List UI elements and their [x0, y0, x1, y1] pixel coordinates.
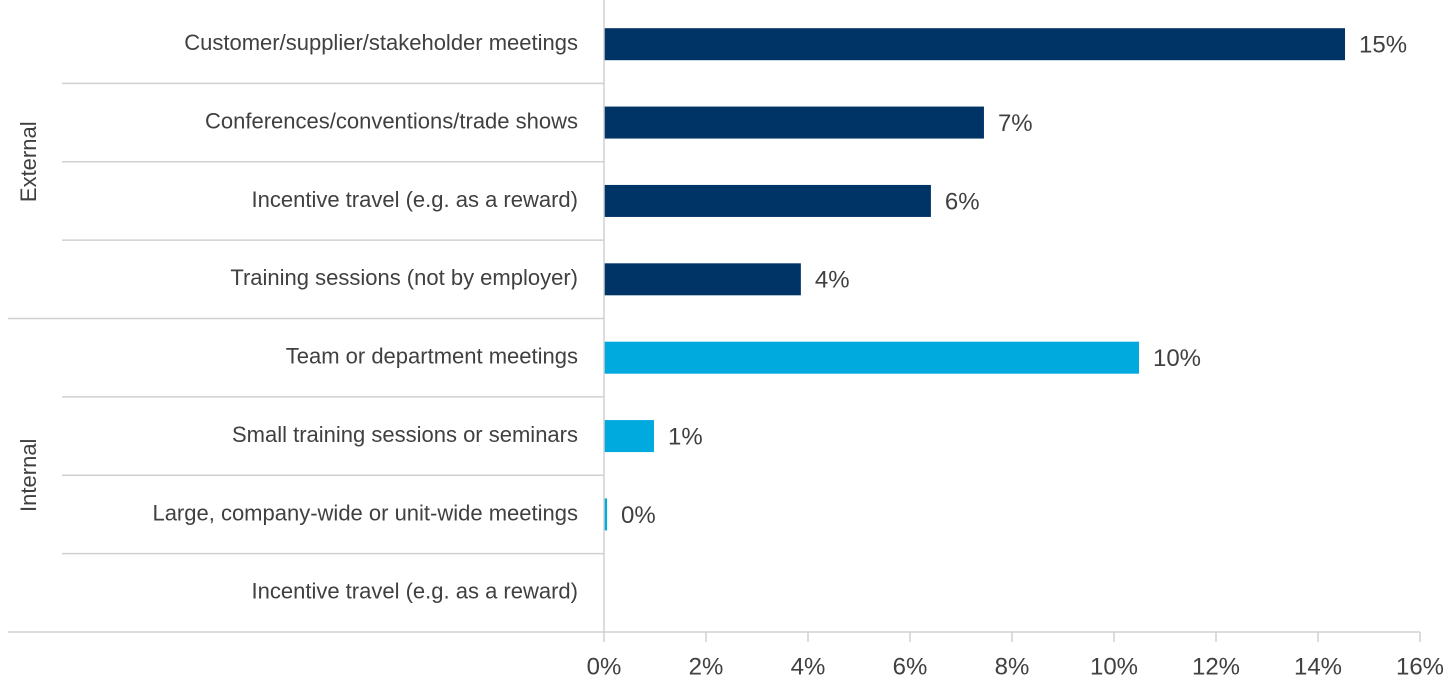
x-tick-label: 10%	[1090, 653, 1138, 680]
category-label: Incentive travel (e.g. as a reward)	[252, 187, 578, 212]
bar	[604, 420, 654, 453]
x-tick-label: 8%	[995, 653, 1030, 680]
bar	[604, 498, 608, 531]
x-tick-label: 0%	[587, 653, 622, 680]
category-label: Large, company-wide or unit-wide meeting…	[152, 500, 578, 525]
category-label: Small training sessions or seminars	[232, 422, 578, 447]
category-label: Customer/supplier/stakeholder meetings	[184, 30, 578, 55]
value-label: 7%	[998, 110, 1033, 137]
bar	[604, 184, 931, 217]
x-tick-label: 14%	[1294, 653, 1342, 680]
group-label: External	[16, 121, 41, 202]
group-label: Internal	[16, 439, 41, 512]
x-tick-label: 6%	[893, 653, 928, 680]
value-label: 1%	[668, 423, 703, 450]
value-label: 10%	[1153, 345, 1201, 372]
bar	[604, 28, 1346, 61]
value-label: 15%	[1359, 32, 1407, 59]
bar	[604, 263, 801, 296]
category-label: Incentive travel (e.g. as a reward)	[252, 579, 578, 604]
bar	[604, 106, 984, 139]
value-label: 4%	[815, 267, 850, 294]
x-tick-label: 12%	[1192, 653, 1240, 680]
category-label: Team or department meetings	[286, 344, 578, 369]
x-tick-label: 4%	[791, 653, 826, 680]
category-label: Conferences/conventions/trade shows	[205, 108, 578, 133]
value-label: 6%	[945, 188, 980, 215]
value-label: 0%	[621, 502, 656, 529]
bar	[604, 341, 1139, 374]
category-label: Training sessions (not by employer)	[230, 265, 578, 290]
x-tick-label: 16%	[1396, 653, 1444, 680]
x-tick-label: 2%	[689, 653, 724, 680]
